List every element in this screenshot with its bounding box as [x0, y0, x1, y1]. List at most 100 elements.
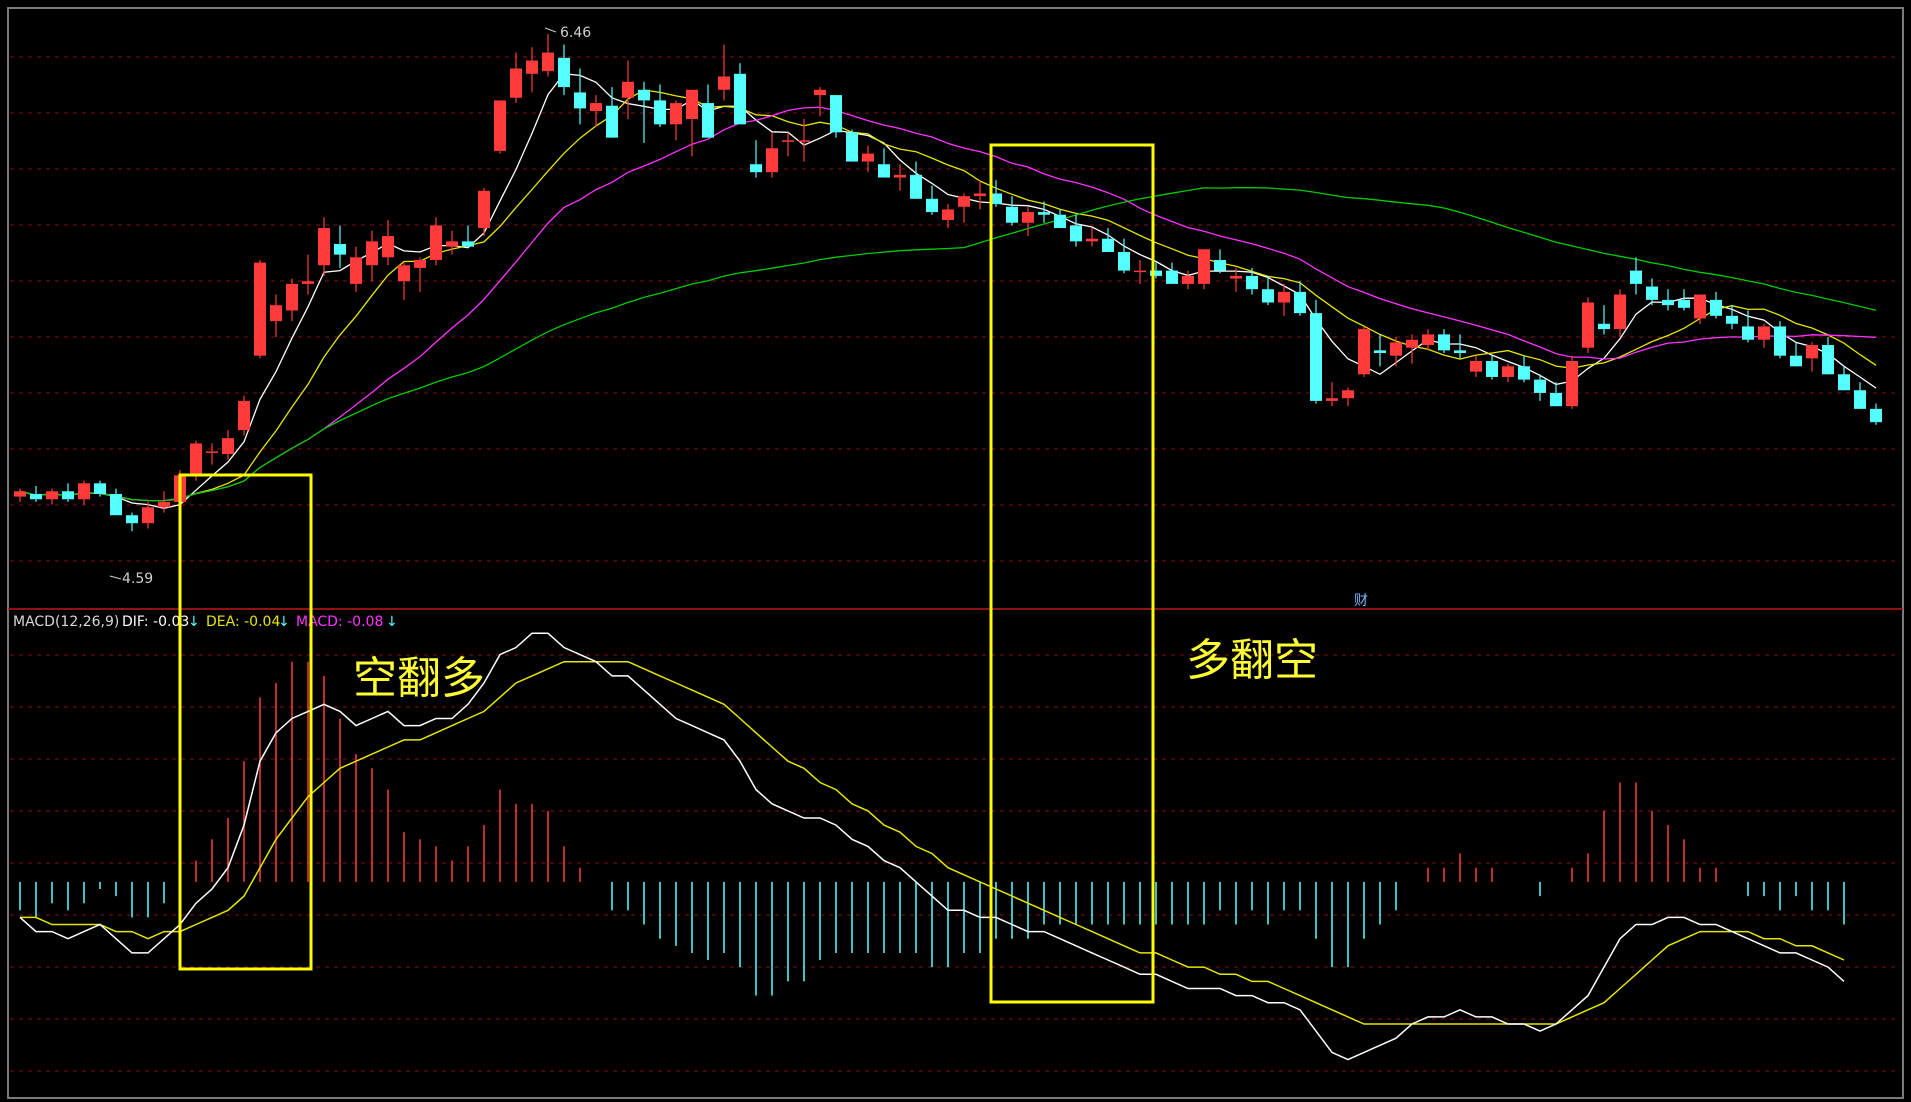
candle-body — [894, 174, 906, 178]
macd-header-dif: DIF: -0.03 — [122, 614, 189, 630]
candle — [1438, 329, 1450, 354]
candle-body — [1166, 270, 1178, 284]
candle-body — [718, 76, 730, 90]
candle-body — [1326, 398, 1338, 401]
grid-lines — [10, 56, 1900, 1072]
candle — [46, 488, 58, 505]
candle — [1406, 334, 1418, 364]
candle — [286, 278, 298, 322]
macd-down-arrow: ↓ — [386, 614, 398, 630]
candle-body — [942, 209, 954, 221]
candle-body — [606, 105, 618, 138]
candle — [1582, 297, 1594, 354]
candle — [1726, 305, 1738, 330]
candle-body — [1358, 329, 1370, 375]
candle-body — [1134, 270, 1146, 273]
candle — [654, 84, 666, 127]
candle — [302, 254, 314, 295]
dea-line — [20, 660, 1845, 1025]
candle-body — [910, 174, 922, 199]
candle-body — [1182, 275, 1194, 284]
candle — [1422, 329, 1434, 351]
candle — [734, 63, 746, 125]
macd-pane — [19, 632, 1845, 1061]
candle — [206, 443, 218, 465]
candle-body — [814, 89, 826, 96]
candle — [574, 68, 586, 125]
macd-header-name: MACD(12,26,9) — [13, 614, 119, 630]
candle-body — [1774, 326, 1786, 356]
candle-body — [926, 198, 938, 213]
candle — [974, 180, 986, 210]
candle-body — [1262, 289, 1274, 303]
candle-body — [1230, 275, 1242, 279]
candle — [1262, 275, 1274, 306]
candle — [622, 60, 634, 120]
candle-body — [1790, 355, 1802, 367]
candle-body — [270, 305, 282, 322]
candle — [430, 217, 442, 266]
candle-body — [1550, 392, 1562, 407]
candle-body — [830, 95, 842, 133]
candle — [1374, 334, 1386, 367]
candle-body — [686, 89, 698, 120]
candle-body — [1838, 374, 1850, 391]
candle — [958, 193, 970, 223]
candle-body — [286, 283, 298, 311]
candle-body — [1582, 302, 1594, 348]
candle — [238, 395, 250, 436]
candle-body — [590, 103, 602, 112]
candle-body — [862, 153, 874, 162]
candle — [1070, 214, 1082, 247]
candle-body — [1150, 270, 1162, 276]
candle — [1214, 249, 1226, 274]
candle-body — [782, 140, 794, 142]
candle — [110, 488, 122, 516]
candle — [542, 33, 554, 77]
candle-body — [1614, 294, 1626, 330]
candle-body — [238, 400, 250, 431]
candle-body — [414, 259, 426, 268]
candle — [1230, 267, 1242, 292]
candle-body — [1086, 238, 1098, 242]
candle-body — [1502, 366, 1514, 377]
candle — [1710, 291, 1722, 319]
candle — [846, 129, 858, 162]
candle-body — [750, 164, 762, 173]
candle-body — [478, 190, 490, 229]
candle — [670, 100, 682, 141]
candle-body — [1870, 408, 1882, 423]
candle — [606, 87, 618, 138]
candle — [142, 501, 154, 529]
candle-body — [1278, 291, 1290, 303]
cai-marker[interactable]: 财 — [1354, 593, 1368, 609]
candle — [718, 44, 730, 101]
candle-body — [974, 193, 986, 197]
candle — [990, 180, 1002, 207]
candle — [814, 87, 826, 117]
candle-body — [734, 73, 746, 125]
candle — [1534, 374, 1546, 401]
candle — [1662, 289, 1674, 311]
candle-body — [846, 132, 858, 162]
candle — [1758, 323, 1770, 348]
dea-down-arrow: ↓ — [278, 614, 290, 630]
high-price-pointer — [544, 27, 557, 33]
candle — [1134, 259, 1146, 284]
candle-body — [318, 228, 330, 266]
candle — [1022, 206, 1034, 237]
candle-body — [510, 68, 522, 98]
candle-body — [1438, 334, 1450, 351]
candle-body — [382, 236, 394, 258]
dif-line — [19, 632, 1845, 1061]
candle-body — [1694, 294, 1706, 319]
candle-body — [158, 501, 170, 508]
candle — [222, 430, 234, 460]
candle-body — [1566, 361, 1578, 407]
candle-body — [1662, 299, 1674, 306]
candle — [350, 246, 362, 292]
candle — [750, 140, 762, 178]
candle-body — [654, 100, 666, 125]
candle-body — [1758, 326, 1770, 340]
candle — [1518, 355, 1530, 383]
